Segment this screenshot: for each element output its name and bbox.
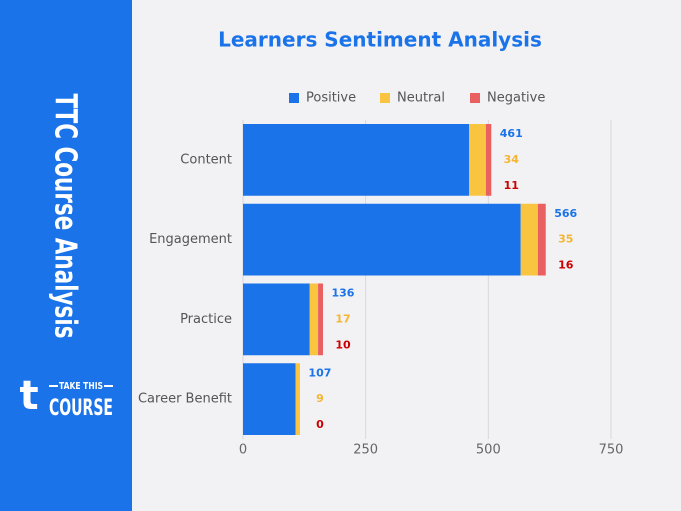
logo-top: TAKE THIS (59, 381, 103, 392)
legend-label: Positive (306, 91, 356, 106)
y-tick-label: Content (180, 152, 232, 167)
bar-segment (485, 124, 492, 196)
legend-swatch (289, 93, 299, 103)
value-label: 10 (335, 338, 351, 351)
value-label: 566 (554, 207, 577, 220)
value-label: 16 (558, 259, 574, 272)
sidebar-title: TTC Course Analysis (48, 94, 83, 339)
value-label: 0 (316, 418, 324, 431)
x-tick-label: 500 (476, 443, 501, 458)
logo-bottom: COURSE (49, 396, 113, 421)
value-label: 11 (504, 179, 519, 192)
chart-title: Learners Sentiment Analysis (218, 28, 542, 52)
bar-segment (243, 283, 310, 356)
value-label: 35 (558, 233, 573, 246)
logo-mark: t (19, 373, 38, 419)
y-tick-label: Career Benefit (138, 392, 232, 407)
bar-segment (243, 124, 470, 196)
legend-label: Neutral (397, 91, 445, 106)
value-label: 17 (335, 312, 350, 325)
bar-segment (537, 203, 546, 276)
x-tick-label: 0 (239, 443, 247, 458)
value-label: 34 (504, 153, 520, 166)
value-label: 9 (316, 392, 324, 405)
legend-swatch (470, 93, 480, 103)
bar-segment (469, 124, 486, 196)
bar-segment (295, 363, 300, 435)
x-tick-label: 250 (353, 443, 378, 458)
bar-segment (243, 363, 296, 435)
legend-label: Negative (487, 91, 545, 106)
bar-segment (309, 283, 319, 356)
value-label: 107 (308, 366, 331, 379)
legend-swatch (380, 93, 390, 103)
bar-segment (318, 283, 323, 356)
y-tick-label: Practice (180, 312, 232, 327)
sidebar (0, 0, 132, 511)
value-label: 461 (500, 127, 523, 140)
x-tick-label: 750 (599, 443, 624, 458)
bar-segment (520, 203, 538, 276)
y-tick-label: Engagement (149, 232, 232, 247)
bar-segment (243, 203, 521, 276)
value-label: 136 (331, 287, 354, 300)
